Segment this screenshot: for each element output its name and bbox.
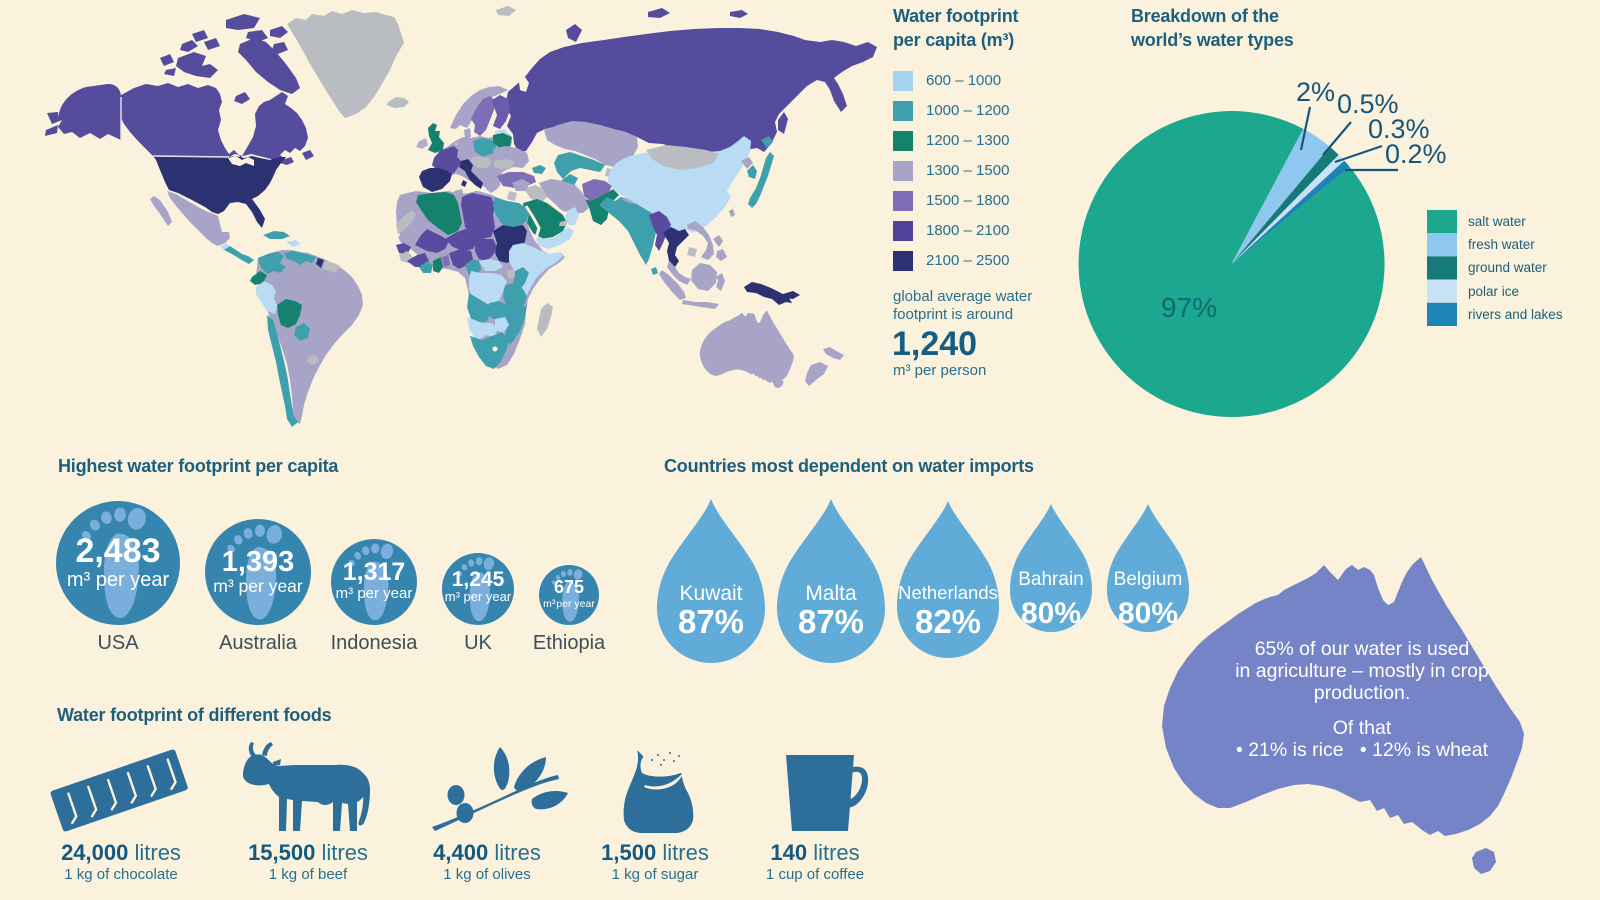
svg-text:ground water: ground water <box>1468 260 1547 275</box>
svg-text:rivers and lakes: rivers and lakes <box>1468 307 1563 322</box>
svg-text:Kuwait: Kuwait <box>679 582 742 605</box>
svg-text:2%: 2% <box>1296 77 1335 107</box>
svg-text:1,393: 1,393 <box>222 546 295 578</box>
svg-text:82%: 82% <box>915 603 981 640</box>
svg-text:fresh water: fresh water <box>1468 237 1535 252</box>
svg-text:production.: production. <box>1314 682 1410 704</box>
svg-text:1,245: 1,245 <box>452 568 505 591</box>
svg-text:80%: 80% <box>1021 597 1081 630</box>
svg-text:Malta: Malta <box>805 582 857 605</box>
svg-text:1,317: 1,317 <box>343 558 406 586</box>
svg-text:m³ per year: m³ per year <box>213 576 303 596</box>
svg-text:87%: 87% <box>798 603 864 640</box>
svg-text:0.3%: 0.3% <box>1368 114 1430 144</box>
svg-text:Belgium: Belgium <box>1114 569 1183 590</box>
svg-text:m³ per year: m³ per year <box>445 589 512 604</box>
svg-text:m³ per year: m³ per year <box>67 569 170 591</box>
svg-text:m³ per year: m³ per year <box>543 598 595 610</box>
svg-text:87%: 87% <box>678 603 744 640</box>
svg-text:m³ per year: m³ per year <box>336 585 413 602</box>
svg-text:• 21% is rice • 12% is wheat: • 21% is rice • 12% is wheat <box>1236 739 1489 761</box>
svg-text:salt water: salt water <box>1468 214 1526 229</box>
svg-text:65% of our water is used: 65% of our water is used <box>1255 638 1470 660</box>
svg-text:Netherlands: Netherlands <box>898 582 998 603</box>
svg-text:80%: 80% <box>1118 597 1178 630</box>
svg-text:2,483: 2,483 <box>75 532 160 570</box>
svg-text:97%: 97% <box>1161 292 1217 323</box>
svg-text:0.5%: 0.5% <box>1337 89 1399 119</box>
svg-text:polar ice: polar ice <box>1468 284 1519 299</box>
svg-text:in agriculture – mostly in cro: in agriculture – mostly in crop <box>1235 660 1489 682</box>
svg-text:Bahrain: Bahrain <box>1018 569 1084 590</box>
svg-text:675: 675 <box>554 577 584 597</box>
svg-text:Of that: Of that <box>1333 717 1392 739</box>
svg-text:0.2%: 0.2% <box>1385 139 1447 169</box>
